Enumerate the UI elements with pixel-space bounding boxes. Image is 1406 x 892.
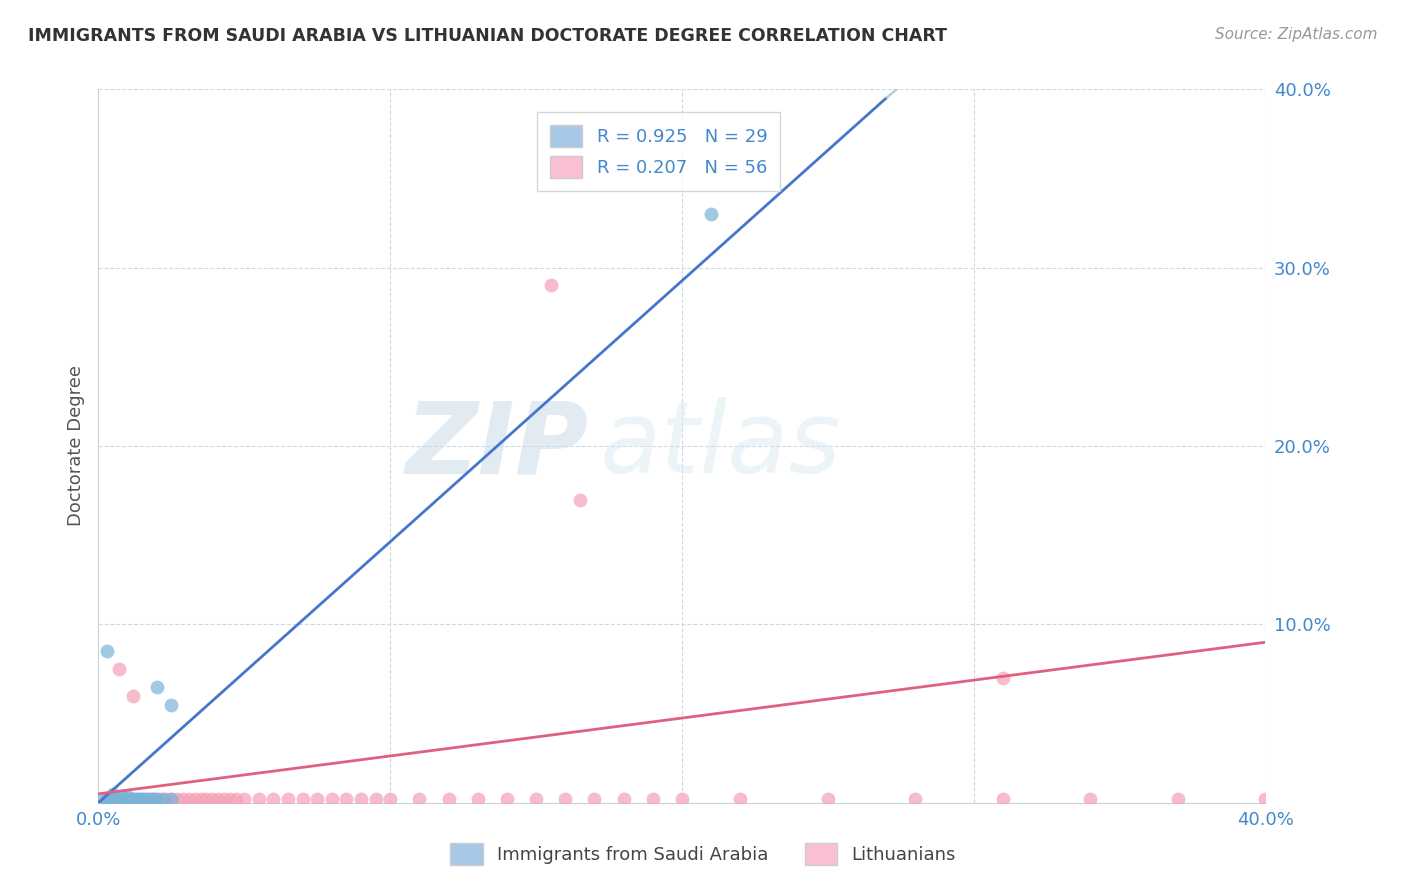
Point [131, 792, 153, 806]
Point [728, 792, 751, 806]
Point [262, 792, 284, 806]
Point [142, 792, 165, 806]
Point [101, 792, 124, 806]
Point [350, 792, 373, 806]
Point [166, 792, 188, 806]
Point [114, 792, 136, 806]
Point [111, 792, 134, 806]
Point [108, 792, 131, 806]
Point [233, 792, 256, 806]
Point [120, 792, 142, 806]
Text: atlas: atlas [600, 398, 842, 494]
Point [172, 792, 194, 806]
Point [108, 792, 131, 806]
Point [225, 792, 247, 806]
Point [160, 698, 183, 712]
Point [146, 792, 169, 806]
Point [321, 792, 343, 806]
Point [111, 789, 134, 803]
Point [612, 792, 634, 806]
Point [139, 792, 162, 806]
Point [142, 792, 165, 806]
Point [277, 792, 299, 806]
Point [160, 792, 183, 806]
Point [177, 792, 200, 806]
Text: Source: ZipAtlas.com: Source: ZipAtlas.com [1215, 27, 1378, 42]
Point [125, 792, 148, 806]
Point [817, 792, 839, 806]
Point [437, 792, 460, 806]
Point [378, 792, 402, 806]
Point [991, 671, 1014, 685]
Point [495, 792, 517, 806]
Point [583, 792, 606, 806]
Point [146, 680, 169, 694]
Point [101, 787, 124, 801]
Point [152, 792, 174, 806]
Point [96, 644, 118, 658]
Point [991, 792, 1014, 806]
Point [96, 792, 118, 806]
Point [114, 792, 136, 806]
Point [1080, 792, 1102, 806]
Point [101, 790, 124, 805]
Point [335, 792, 357, 806]
Point [149, 792, 172, 806]
Point [136, 792, 159, 806]
Point [641, 792, 664, 806]
Point [904, 792, 927, 806]
Point [131, 792, 153, 806]
Point [190, 792, 212, 806]
Point [700, 207, 723, 221]
Point [98, 792, 121, 806]
Point [93, 792, 115, 806]
Legend: R = 0.925   N = 29, R = 0.207   N = 56: R = 0.925 N = 29, R = 0.207 N = 56 [537, 112, 780, 191]
Point [671, 792, 693, 806]
Point [218, 792, 240, 806]
Y-axis label: Doctorate Degree: Doctorate Degree [66, 366, 84, 526]
Point [307, 792, 329, 806]
Text: ZIP: ZIP [405, 398, 589, 494]
Point [247, 792, 270, 806]
Point [183, 792, 205, 806]
Point [160, 792, 183, 806]
Point [155, 792, 177, 806]
Point [212, 792, 235, 806]
Point [104, 792, 127, 806]
Point [1254, 792, 1277, 806]
Point [364, 792, 387, 806]
Point [201, 792, 224, 806]
Legend: Immigrants from Saudi Arabia, Lithuanians: Immigrants from Saudi Arabia, Lithuanian… [441, 834, 965, 874]
Point [134, 792, 156, 806]
Text: IMMIGRANTS FROM SAUDI ARABIA VS LITHUANIAN DOCTORATE DEGREE CORRELATION CHART: IMMIGRANTS FROM SAUDI ARABIA VS LITHUANI… [28, 27, 948, 45]
Point [120, 792, 142, 806]
Point [291, 792, 314, 806]
Point [1167, 792, 1189, 806]
Point [96, 792, 118, 806]
Point [540, 278, 562, 293]
Point [207, 792, 229, 806]
Point [117, 792, 139, 806]
Point [122, 792, 145, 806]
Point [108, 662, 131, 676]
Point [136, 792, 159, 806]
Point [408, 792, 430, 806]
Point [524, 792, 547, 806]
Point [122, 689, 145, 703]
Point [117, 790, 139, 805]
Point [128, 792, 150, 806]
Point [195, 792, 218, 806]
Point [568, 492, 591, 507]
Point [101, 792, 124, 806]
Point [125, 792, 148, 806]
Point [554, 792, 576, 806]
Point [467, 792, 489, 806]
